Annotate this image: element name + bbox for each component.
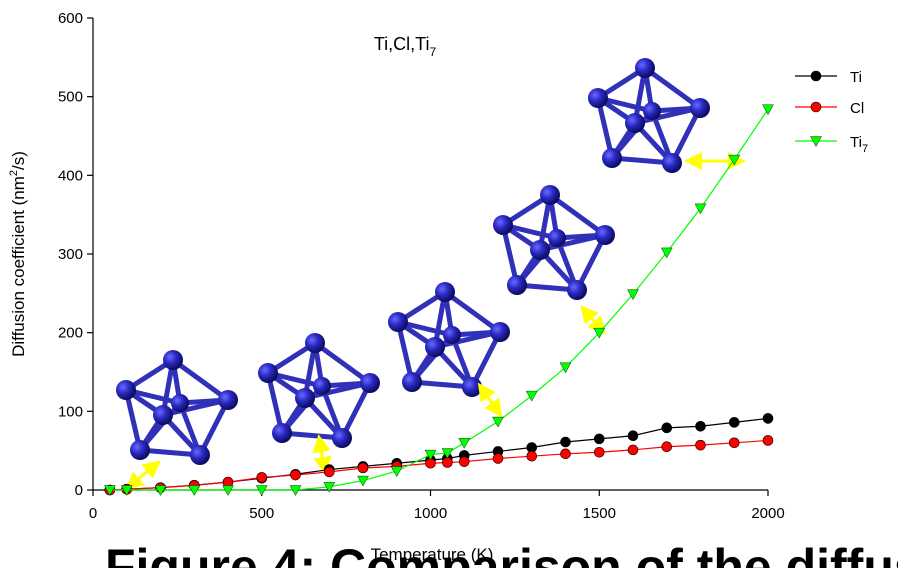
- point: [442, 457, 452, 467]
- x-tick-label: 1500: [583, 505, 616, 522]
- point: [696, 440, 706, 450]
- legend-label: Cl: [850, 100, 864, 117]
- annotation: Ti,Cl,Ti7: [374, 34, 437, 59]
- y-tick-label: 0: [75, 482, 83, 499]
- point: [628, 431, 638, 441]
- x-tick-label: 0: [89, 505, 97, 522]
- annotation-text: Ti,Cl,Ti: [374, 34, 430, 54]
- point: [662, 442, 672, 452]
- y-tick-label: 600: [58, 10, 83, 27]
- point: [594, 434, 604, 444]
- point: [493, 417, 504, 427]
- point: [358, 463, 368, 473]
- legend-label-text: Ti: [850, 69, 862, 86]
- x-tick-label: 500: [249, 505, 274, 522]
- y-tick-label: 500: [58, 89, 83, 106]
- point: [729, 417, 739, 427]
- point: [527, 451, 537, 461]
- point: [662, 423, 672, 433]
- point: [257, 472, 267, 482]
- point: [324, 467, 334, 477]
- legend-marker: [811, 102, 821, 112]
- y-tick-label: 300: [58, 246, 83, 263]
- point: [729, 438, 739, 448]
- legend-label-text: Cl: [850, 100, 864, 117]
- molecule-images: [116, 58, 710, 465]
- x-tick-label: 1000: [414, 505, 447, 522]
- y-tick-label: 400: [58, 167, 83, 184]
- point: [628, 445, 638, 455]
- y-axis-label-end: /s): [9, 151, 28, 170]
- legend-label-sub: 7: [862, 143, 868, 155]
- page: Ti,Cl,Ti7 Temperature (K) Diffusion coef…: [0, 0, 898, 568]
- point: [695, 204, 706, 214]
- point: [291, 470, 301, 480]
- point: [459, 438, 470, 448]
- caption: Figure 4: Comparison of the diffusion: [105, 539, 898, 568]
- point: [594, 447, 604, 457]
- point: [763, 435, 773, 445]
- x-tick-label: 2000: [751, 505, 784, 522]
- legend-label: Ti7: [850, 134, 868, 155]
- point: [526, 391, 537, 401]
- legend-label: Ti: [850, 69, 862, 86]
- point: [763, 105, 774, 115]
- point: [763, 413, 773, 423]
- point: [561, 449, 571, 459]
- legend-label-text: Ti: [850, 134, 862, 151]
- annotation-sub: 7: [429, 45, 436, 59]
- point: [561, 437, 571, 447]
- point: [459, 457, 469, 467]
- pointer-arrows: [132, 161, 737, 484]
- y-tick-label: 200: [58, 325, 83, 342]
- y-axis-label-text: Diffusion coefficient (nm: [9, 176, 28, 357]
- point: [696, 421, 706, 431]
- legend-marker: [811, 71, 821, 81]
- point: [493, 454, 503, 464]
- y-axis-label: Diffusion coefficient (nm2/s): [8, 151, 28, 357]
- chart: Ti,Cl,Ti7 Temperature (K) Diffusion coef…: [0, 0, 898, 568]
- y-tick-label: 100: [58, 403, 83, 420]
